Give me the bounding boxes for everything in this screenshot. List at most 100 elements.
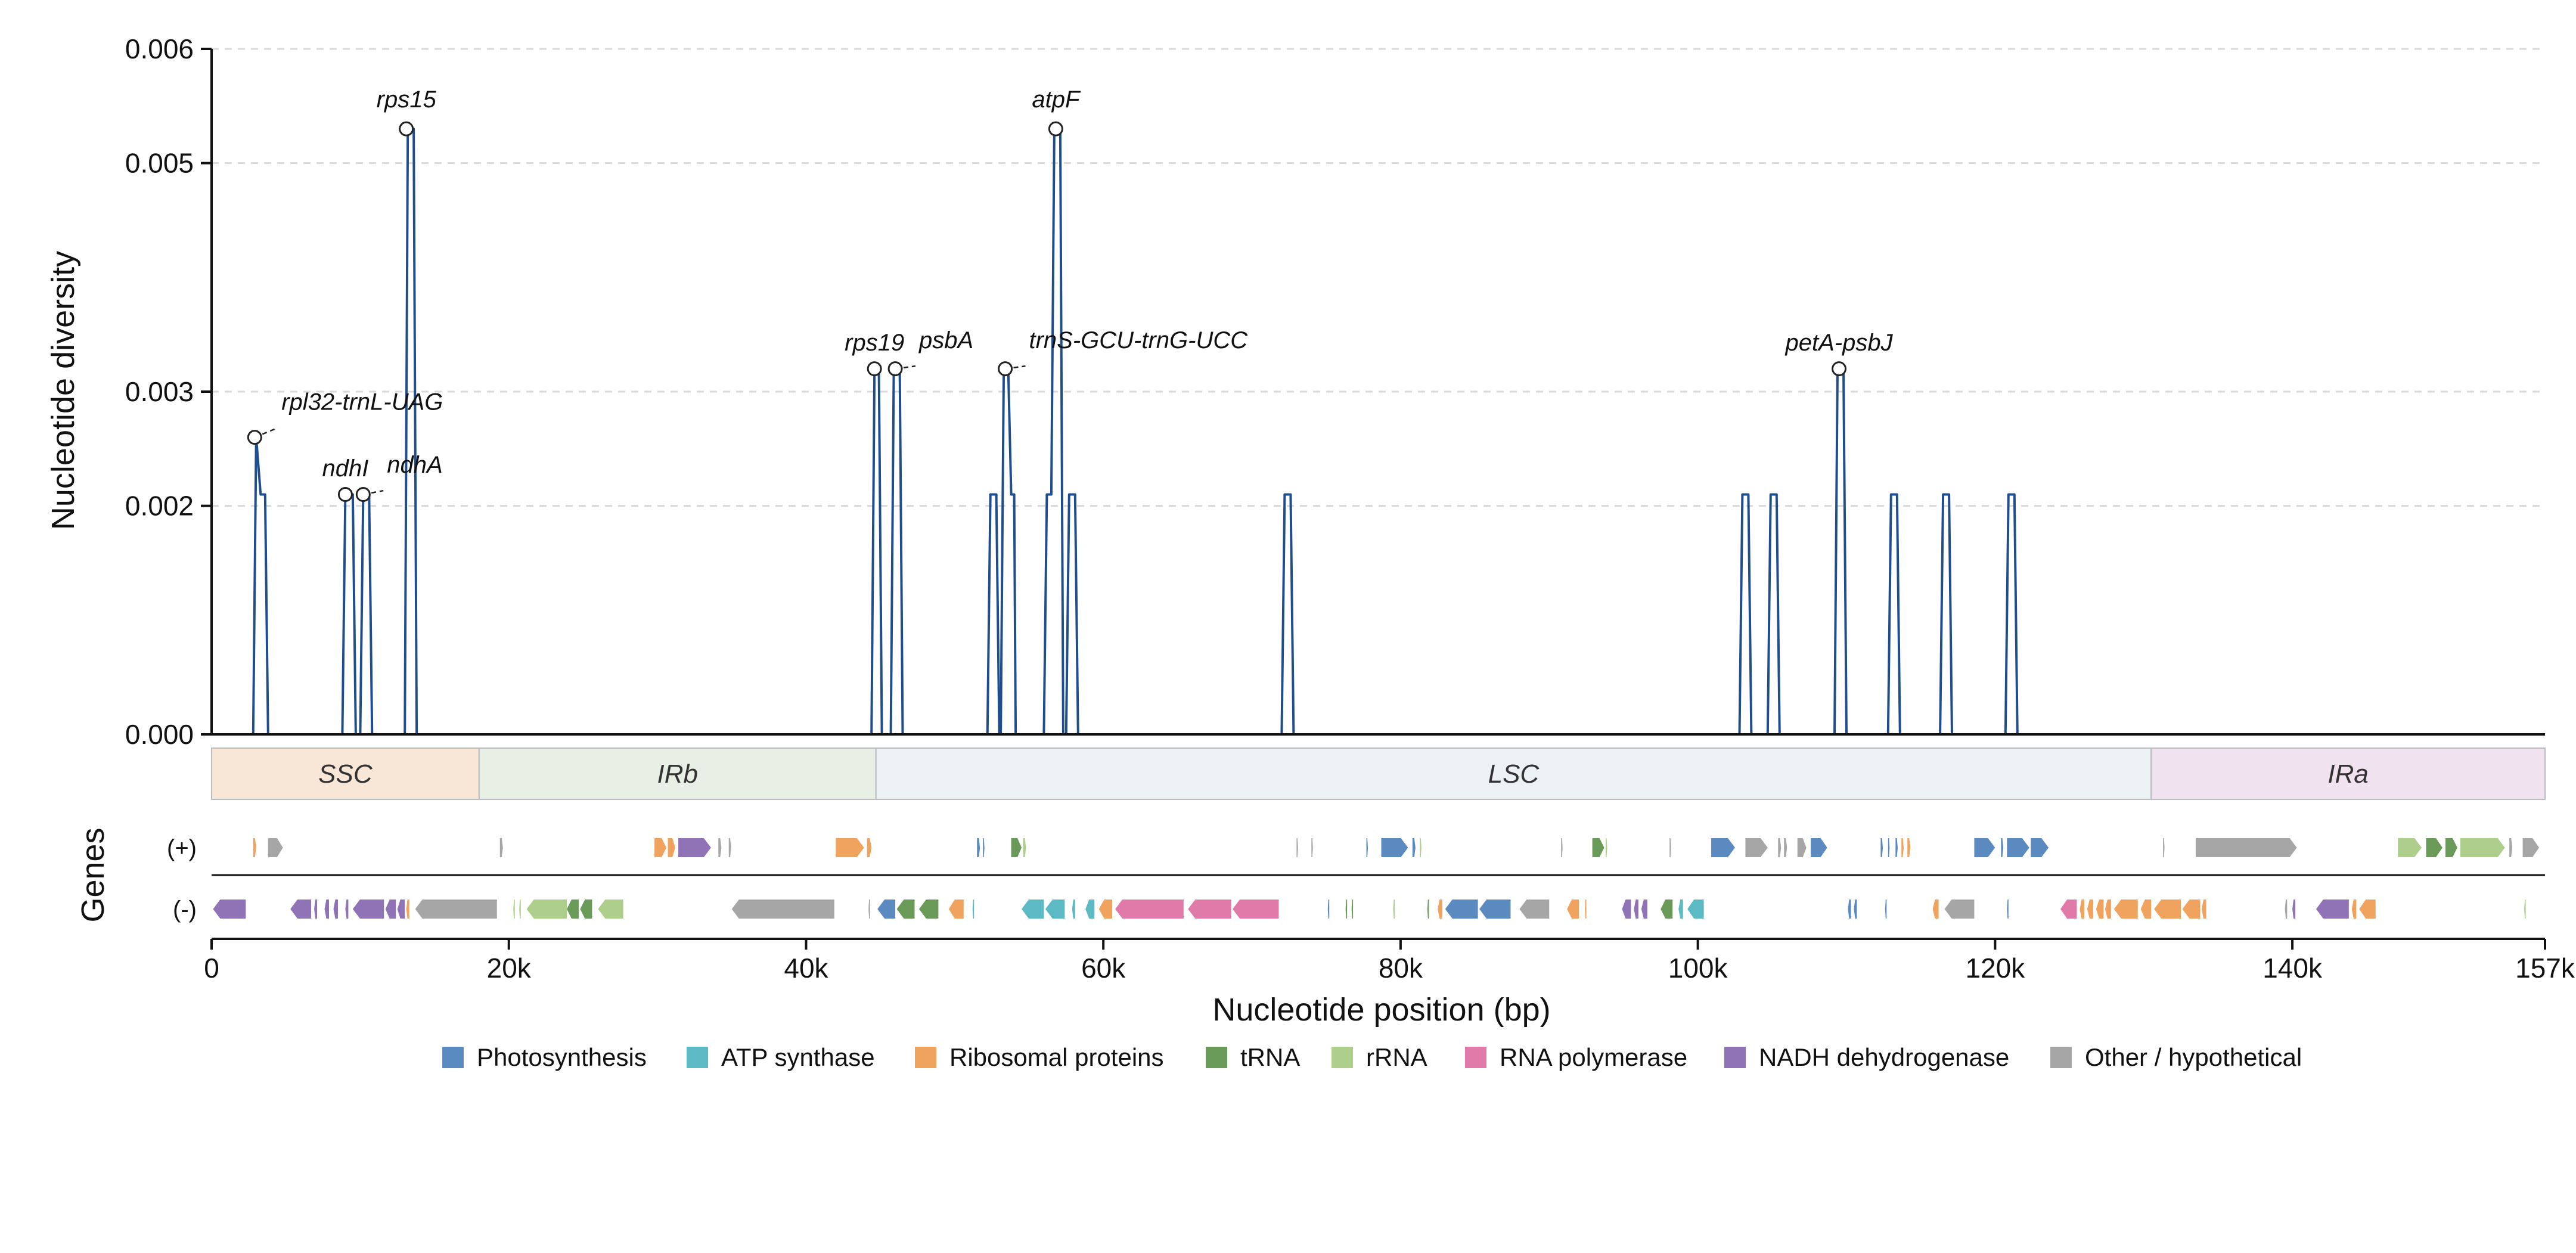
legend-swatch xyxy=(1465,1047,1486,1068)
gene-block xyxy=(1351,900,1354,919)
y-axis-title: Nucleotide diversity xyxy=(45,251,81,530)
gene-block xyxy=(1412,838,1416,857)
gene-block xyxy=(1381,838,1408,857)
x-tick-label: 40k xyxy=(784,953,828,984)
gene-block xyxy=(2522,838,2540,857)
gene-block xyxy=(1296,838,1298,857)
legend-swatch xyxy=(915,1047,936,1068)
peak-label: trnS-GCU-trnG-UCC xyxy=(1029,327,1248,353)
gene-block xyxy=(1115,900,1184,919)
gene-block xyxy=(1393,900,1395,919)
gene-block xyxy=(2080,900,2084,919)
peak-annotations: rpl32-trnL-UAG ndhI ndhA rps15 rps19 psbA trnS… xyxy=(247,86,1894,502)
gene-block xyxy=(1011,838,1022,857)
legend-entry: RNA polymerase xyxy=(1500,1043,1687,1071)
legend-swatch xyxy=(1724,1047,1746,1068)
strand-label: (+) xyxy=(167,835,197,861)
peak-marker xyxy=(1832,361,1847,377)
legend-entry: Other / hypothetical xyxy=(2085,1043,2302,1071)
gene-block xyxy=(1045,900,1065,919)
gene-block xyxy=(1895,838,1898,857)
gene-block xyxy=(352,900,384,919)
gene-block xyxy=(731,900,834,919)
region-label: SSC xyxy=(318,759,373,789)
gene-block xyxy=(397,900,405,919)
gene-block xyxy=(2195,838,2297,857)
gene-block xyxy=(415,900,497,919)
gene-block xyxy=(2140,900,2152,919)
gene-block xyxy=(1932,900,1939,919)
gene-block xyxy=(2398,838,2422,857)
gene-block xyxy=(2060,900,2077,919)
gene-block xyxy=(1669,838,1671,857)
peak-label: ndhI xyxy=(322,455,368,482)
gene-block xyxy=(1420,838,1422,857)
region-block xyxy=(211,748,480,800)
peak-label: psbA xyxy=(918,327,973,353)
gene-block xyxy=(1233,900,1279,919)
diversity-line-series xyxy=(212,128,2545,736)
gene-block xyxy=(580,900,592,919)
peak-marker xyxy=(998,361,1013,377)
legend-swatch xyxy=(1206,1047,1227,1068)
gene-block xyxy=(314,900,318,919)
gene-block xyxy=(2154,900,2181,919)
region-block xyxy=(478,748,877,800)
y-tick-label: 0.006 xyxy=(125,33,194,64)
gene-block xyxy=(1661,900,1673,919)
gene-block xyxy=(1811,838,1827,857)
peak-label: rps19 xyxy=(845,330,904,356)
gene-block xyxy=(1592,838,1604,857)
gene-block xyxy=(385,900,396,919)
legend-swatch xyxy=(687,1047,708,1068)
gene-block xyxy=(718,838,722,857)
gene-block xyxy=(2105,900,2111,919)
gene-block xyxy=(2007,900,2009,919)
gene-block xyxy=(1888,838,1890,857)
peak-marker xyxy=(355,487,371,502)
gene-block xyxy=(1848,900,1851,919)
gene-block xyxy=(868,900,870,919)
gene-block xyxy=(290,900,312,919)
peak-label: rps15 xyxy=(377,86,437,113)
gene-block xyxy=(345,900,349,919)
gene-block xyxy=(654,838,667,857)
gene-block xyxy=(1880,838,1883,857)
gene-block xyxy=(1427,900,1429,919)
peak-marker xyxy=(867,361,882,377)
gene-block xyxy=(2426,838,2442,857)
gene-block xyxy=(1188,900,1231,919)
gene-block xyxy=(1797,838,1807,857)
gene-block xyxy=(1634,900,1638,919)
gene-block xyxy=(1944,900,1975,919)
gene-block xyxy=(1622,900,1631,919)
peak-marker xyxy=(399,121,414,137)
gene-block xyxy=(1311,838,1313,857)
legend-entry: Ribosomal proteins xyxy=(949,1043,1164,1071)
gene-block xyxy=(1561,838,1563,857)
gene-block xyxy=(896,900,915,919)
legend-swatch xyxy=(442,1047,464,1068)
gene-block xyxy=(2096,900,2104,919)
y-tick-label: 0.003 xyxy=(125,376,194,407)
gene-block xyxy=(1907,838,1911,857)
gene-block xyxy=(2031,838,2049,857)
gene-block xyxy=(1641,900,1647,919)
y-gridlines xyxy=(212,48,2545,507)
legend-entry: rRNA xyxy=(1366,1043,1427,1071)
x-tick-label: 80k xyxy=(1379,953,1423,984)
gene-block xyxy=(668,838,676,857)
gene-block xyxy=(598,900,623,919)
gene-block xyxy=(213,900,246,919)
peak-label: rpl32-trnL-UAG xyxy=(281,389,443,415)
gene-block xyxy=(2001,838,2004,857)
gene-block xyxy=(2445,838,2457,857)
gene-block xyxy=(1585,900,1587,919)
x-tick-label: 0 xyxy=(204,953,219,984)
legend-entry: ATP synthase xyxy=(721,1043,875,1071)
legend-swatch xyxy=(1332,1047,1353,1068)
region-label: IRa xyxy=(2327,759,2368,789)
gene-block xyxy=(2163,838,2165,857)
gene-block xyxy=(519,900,521,919)
